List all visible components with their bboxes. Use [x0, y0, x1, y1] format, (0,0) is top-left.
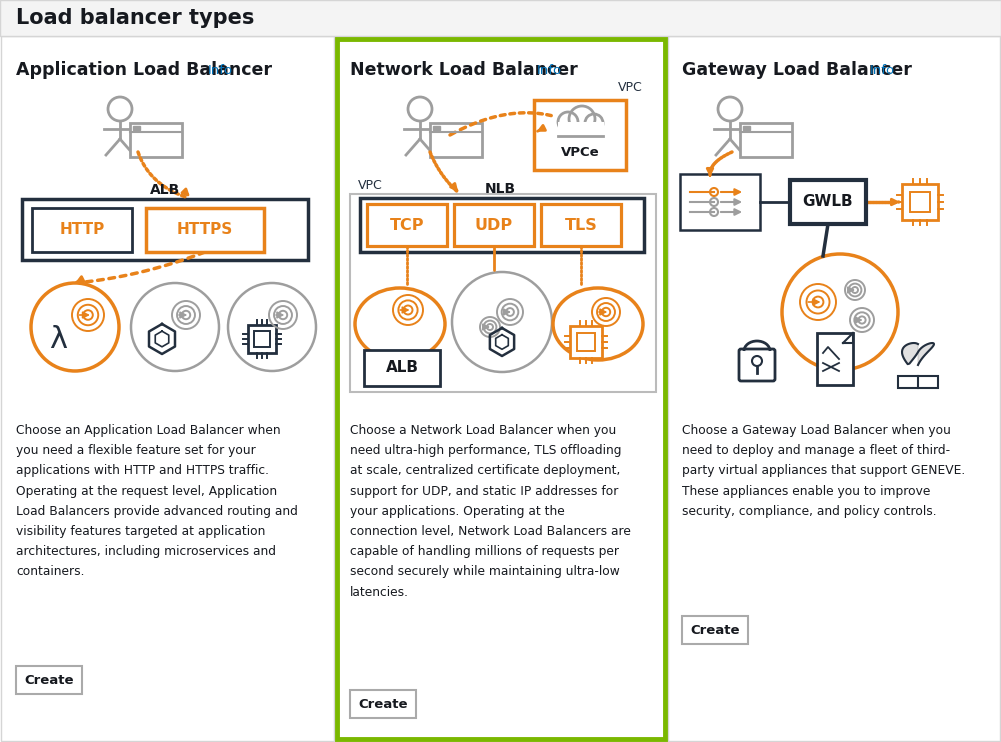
Text: Info: Info: [870, 64, 895, 76]
FancyBboxPatch shape: [430, 123, 482, 157]
FancyBboxPatch shape: [16, 666, 82, 694]
FancyBboxPatch shape: [367, 204, 447, 246]
Text: Create: Create: [24, 674, 74, 686]
Text: TLS: TLS: [565, 217, 598, 232]
Text: VPCe: VPCe: [561, 145, 600, 159]
FancyBboxPatch shape: [337, 39, 665, 739]
FancyBboxPatch shape: [454, 204, 534, 246]
FancyBboxPatch shape: [0, 0, 1001, 36]
Text: Gateway Load Balancer: Gateway Load Balancer: [682, 61, 912, 79]
Bar: [433, 126, 440, 130]
FancyBboxPatch shape: [740, 123, 792, 157]
Text: VPC: VPC: [358, 179, 382, 192]
Text: ALB: ALB: [385, 361, 418, 375]
FancyBboxPatch shape: [1, 36, 1000, 741]
Text: UDP: UDP: [474, 217, 514, 232]
Text: GWLB: GWLB: [803, 194, 853, 209]
FancyBboxPatch shape: [682, 616, 748, 644]
Text: Create: Create: [691, 623, 740, 637]
FancyBboxPatch shape: [910, 192, 930, 212]
Text: Choose a Network Load Balancer when you
need ultra-high performance, TLS offload: Choose a Network Load Balancer when you …: [350, 424, 631, 599]
FancyBboxPatch shape: [350, 690, 416, 718]
FancyBboxPatch shape: [790, 180, 866, 224]
FancyBboxPatch shape: [254, 331, 269, 347]
Text: NLB: NLB: [484, 182, 516, 196]
FancyBboxPatch shape: [570, 326, 602, 358]
FancyBboxPatch shape: [32, 208, 132, 252]
FancyBboxPatch shape: [898, 376, 938, 388]
Text: VPC: VPC: [618, 81, 643, 94]
Bar: [743, 126, 750, 130]
Polygon shape: [902, 343, 934, 365]
Text: Create: Create: [358, 697, 407, 711]
FancyBboxPatch shape: [146, 208, 264, 252]
FancyBboxPatch shape: [22, 199, 308, 260]
FancyBboxPatch shape: [130, 123, 182, 157]
FancyBboxPatch shape: [248, 325, 276, 353]
Bar: [558, 122, 604, 136]
FancyBboxPatch shape: [817, 333, 853, 385]
Text: HTTP: HTTP: [59, 223, 105, 237]
Text: TCP: TCP: [389, 217, 424, 232]
Text: Application Load Balancer: Application Load Balancer: [16, 61, 272, 79]
FancyBboxPatch shape: [541, 204, 621, 246]
Bar: [133, 126, 140, 130]
FancyBboxPatch shape: [680, 174, 760, 230]
FancyBboxPatch shape: [739, 349, 775, 381]
FancyBboxPatch shape: [364, 350, 440, 386]
Text: Choose an Application Load Balancer when
you need a flexible feature set for you: Choose an Application Load Balancer when…: [16, 424, 298, 579]
FancyBboxPatch shape: [360, 198, 644, 252]
Text: ALB: ALB: [150, 183, 180, 197]
FancyBboxPatch shape: [578, 333, 595, 351]
Text: λ: λ: [49, 324, 67, 353]
Text: HTTPS: HTTPS: [177, 223, 233, 237]
Text: Choose a Gateway Load Balancer when you
need to deploy and manage a fleet of thi: Choose a Gateway Load Balancer when you …: [682, 424, 965, 518]
FancyBboxPatch shape: [902, 184, 938, 220]
FancyBboxPatch shape: [534, 100, 626, 170]
Text: Network Load Balancer: Network Load Balancer: [350, 61, 578, 79]
Text: Info: Info: [537, 64, 563, 76]
Text: Info: Info: [208, 64, 233, 76]
Text: Load balancer types: Load balancer types: [16, 8, 254, 28]
FancyBboxPatch shape: [350, 194, 656, 392]
